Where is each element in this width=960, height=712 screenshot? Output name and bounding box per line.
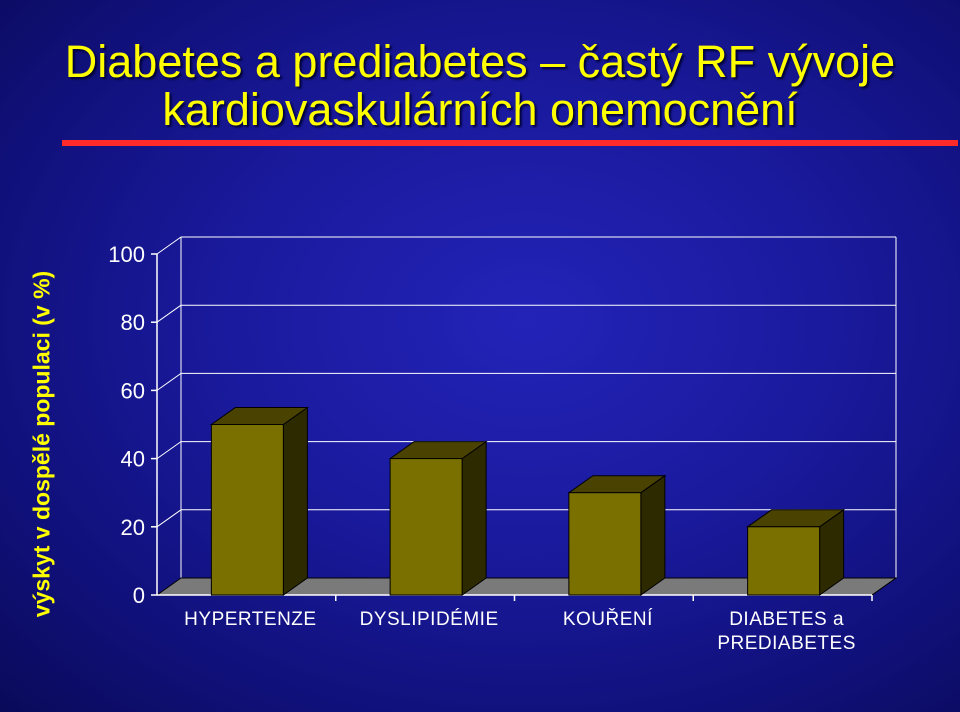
bar-2-side (461, 440, 487, 596)
y-tick-label-40: 40 (121, 447, 145, 472)
y-tick-label-20: 20 (121, 515, 145, 540)
bar-1-side (282, 406, 308, 596)
bar-3-side (640, 474, 666, 596)
side-gridline-40 (156, 441, 182, 460)
slide-title-line-1: Diabetes a prediabetes – častý RF vývoje (64, 36, 896, 87)
y-tick-label-80: 80 (121, 310, 145, 335)
slide-title: Diabetes a prediabetes – častý RF vývoje… (0, 38, 960, 134)
side-gridline-80 (156, 304, 182, 323)
slide-title-line-2: kardiovaskulárních onemocnění (162, 84, 798, 135)
x-category-label-1: HYPERTENZE (184, 609, 316, 630)
x-category-label-4-line-1: DIABETES a (729, 609, 844, 630)
y-tick-label-100: 100 (108, 242, 145, 267)
side-gridline-20 (156, 509, 182, 528)
x-category-label-4-line-2: PREDIABETES (717, 633, 856, 654)
bar-4-front (747, 526, 821, 596)
y-tick-label-0: 0 (133, 583, 145, 608)
x-category-label-2: DYSLIPIDÉMIE (360, 609, 499, 630)
bar-3-front (568, 492, 642, 596)
title-underline (62, 140, 958, 146)
bar-1-front (210, 424, 284, 596)
x-category-label-3: KOUŘENÍ (563, 608, 653, 630)
side-gridline-100 (156, 236, 182, 255)
y-tick-label-60: 60 (121, 378, 145, 403)
side-gridline-60 (156, 372, 182, 391)
bar-2-front (389, 458, 463, 596)
